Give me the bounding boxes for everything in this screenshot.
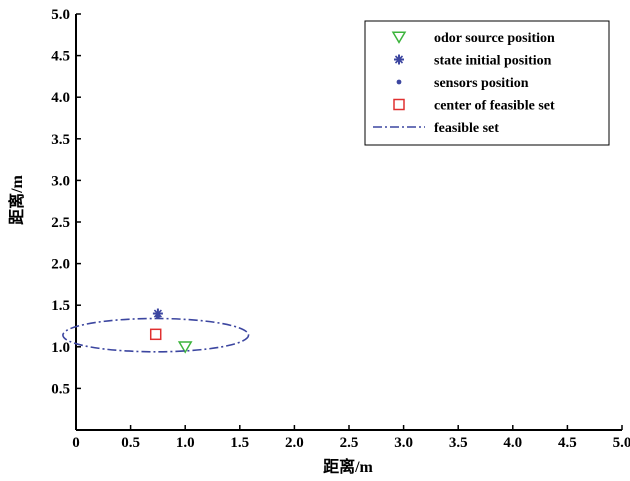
x-tick-label: 3.5 (449, 435, 468, 451)
y-tick-label: 1.0 (51, 340, 70, 356)
x-tick-label: 2.5 (340, 435, 359, 451)
y-tick-label: 1.5 (51, 298, 70, 314)
legend-swatch-sensors-position (396, 79, 402, 85)
x-tick-label: 3.0 (394, 435, 413, 451)
axis-ticks: 0 0.5 1.0 1.5 2.0 2.5 3.0 3.5 4.0 4.5 5.0 0.5 1.0 1.5… (51, 7, 630, 451)
y-tick-label: 3.0 (51, 173, 70, 189)
y-tick-label: 5.0 (51, 7, 70, 23)
legend-label: feasible set (434, 121, 499, 136)
data-marks (62, 308, 250, 354)
x-tick-label: 4.0 (503, 435, 522, 451)
center-of-feasible-set-point (149, 328, 162, 341)
legend-swatch-center-of-feasible-set (393, 98, 405, 111)
x-tick-label: 2.0 (285, 435, 304, 451)
x-tick-label: 0 (72, 435, 80, 451)
x-tick-label: 1.5 (230, 435, 249, 451)
legend-label: center of feasible set (434, 99, 555, 114)
sensors-position-point (155, 313, 161, 319)
y-tick-label: 2.5 (51, 215, 70, 231)
y-tick-label: 4.5 (51, 49, 70, 65)
x-tick-label: 4.5 (558, 435, 577, 451)
x-tick-label: 1.0 (176, 435, 195, 451)
y-axis-label: 距离/m (7, 174, 26, 224)
legend-swatch-odor-source-position (391, 31, 407, 44)
legend-swatch-state-initial-position (394, 54, 404, 65)
star-stroke (394, 55, 404, 64)
legend: odor source position state initial positi… (364, 20, 610, 146)
y-tick-label: 2.0 (51, 257, 70, 273)
odor-source-position-point (177, 341, 193, 354)
y-tick-label: 3.5 (51, 132, 70, 148)
x-tick-label: 5.0 (613, 435, 630, 451)
feasible-set-ellipse (62, 317, 250, 353)
legend-label: sensors position (434, 76, 529, 91)
legend-label: odor source position (434, 31, 555, 46)
x-tick-label: 0.5 (121, 435, 140, 451)
legend-label: state initial position (434, 54, 552, 69)
legend-box (364, 20, 610, 146)
y-tick-label: 0.5 (51, 381, 70, 397)
x-axis-label: 距离/m (323, 457, 373, 476)
y-tick-label: 4.0 (51, 90, 70, 106)
